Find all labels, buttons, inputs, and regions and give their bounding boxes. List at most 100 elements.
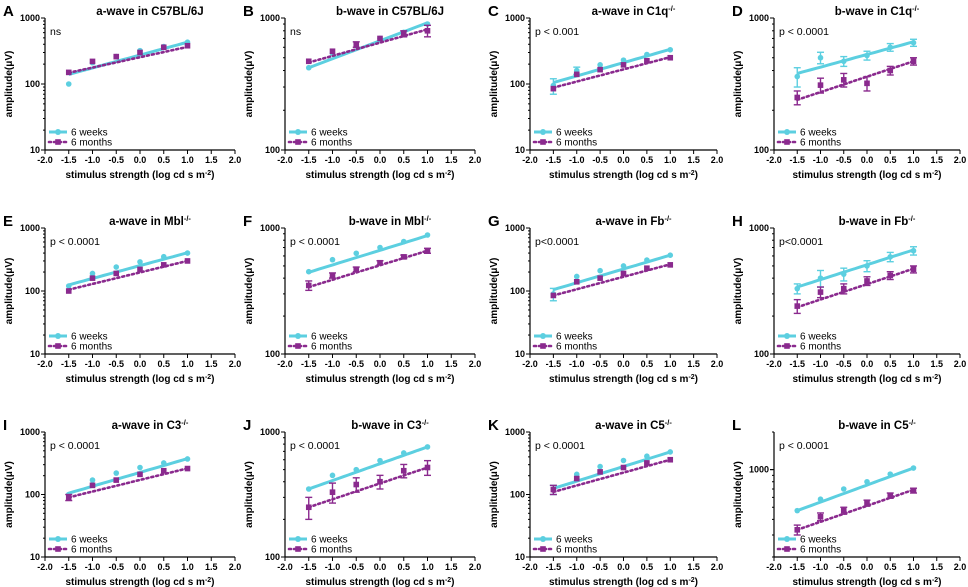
x-tick-label: 2.0: [229, 562, 242, 572]
y-tick-label: 10: [515, 552, 525, 562]
x-axis-label: stimulus strength (log cd s m-2): [65, 577, 214, 587]
data-point: [840, 77, 847, 83]
x-tick-label: -2.0: [766, 359, 782, 369]
x-tick-label: 1.0: [664, 359, 677, 369]
x-tick-label: 1.5: [687, 155, 700, 165]
fit-line: [307, 466, 429, 509]
x-axis-label: stimulus strength (log cd s m-2): [792, 374, 941, 386]
x-tick-label: 0.5: [397, 155, 410, 165]
data-point: [840, 58, 847, 65]
data-point: [89, 275, 96, 281]
series-6-months: [549, 456, 674, 496]
x-tick-label: -2.0: [522, 359, 538, 369]
legend-marker-6-months: [784, 343, 790, 349]
data-point: [305, 58, 312, 65]
data-point: [620, 457, 627, 464]
data-point: [887, 471, 894, 477]
x-tick-label: -1.0: [569, 155, 585, 165]
stat-annotation: p<0.0001: [779, 236, 823, 248]
data-point: [887, 492, 894, 499]
x-tick-label: -1.0: [813, 562, 829, 572]
x-tick-label: -0.5: [108, 562, 124, 572]
y-tick-label: 1000: [749, 13, 769, 23]
data-point: [400, 467, 407, 474]
x-tick-label: -1.5: [546, 562, 562, 572]
legend-label-6-months: 6 months: [556, 342, 597, 353]
panel-title: b-wave in C5-/-: [838, 418, 916, 433]
panel-title: b-wave in C3-/-: [351, 418, 429, 433]
x-tick-label: 2.0: [954, 359, 967, 369]
data-point: [910, 266, 917, 273]
x-tick-label: -1.5: [301, 359, 317, 369]
x-axis-label-superscript: -2: [205, 170, 211, 177]
x-axis-label-superscript: -2: [205, 374, 211, 381]
x-tick-label: -0.5: [592, 155, 608, 165]
x-tick-label: 1.5: [205, 359, 218, 369]
series-6-weeks: [794, 465, 917, 514]
data-point: [65, 494, 72, 501]
data-point: [887, 272, 894, 279]
stat-annotation: p < 0.0001: [535, 440, 585, 452]
x-axis-label: stimulus strength (log cd s m-2): [305, 170, 454, 182]
x-axis-label-close: ): [938, 577, 941, 587]
data-point: [65, 81, 72, 87]
x-tick-label: -2.0: [277, 562, 293, 572]
y-tick-label: 10: [515, 349, 525, 359]
y-tick-label: 1000: [20, 13, 40, 23]
series-6-weeks: [65, 456, 191, 498]
data-point: [160, 467, 167, 474]
x-axis-label: stimulus strength (log cd s m-2): [792, 170, 941, 182]
fit-line: [67, 45, 189, 75]
legend-label-6-months: 6 months: [800, 342, 841, 353]
panel-title: a-wave in C5-/-: [595, 418, 672, 433]
data-point: [305, 282, 312, 289]
x-axis-label: stimulus strength (log cd s m-2): [65, 374, 214, 386]
data-point: [113, 270, 120, 277]
x-tick-label: -1.5: [546, 155, 562, 165]
legend-marker-6-months: [295, 343, 301, 349]
x-tick-label: 1.5: [445, 562, 458, 572]
legend-marker-6-months: [55, 343, 61, 349]
x-tick-label: 0.0: [374, 359, 387, 369]
legend-marker-6-months: [540, 139, 546, 145]
data-point: [353, 481, 360, 488]
x-tick-label: -1.5: [301, 155, 317, 165]
title-superscript: -/-: [912, 4, 920, 13]
x-tick-label: 1.5: [930, 562, 943, 572]
data-point: [400, 238, 407, 245]
x-tick-label: 0.0: [861, 359, 874, 369]
data-point: [620, 464, 627, 471]
x-tick-label: 0.0: [617, 155, 630, 165]
x-axis-label: stimulus strength (log cd s m-2): [549, 577, 698, 587]
y-tick-label: 10: [515, 145, 525, 155]
x-tick-label: -0.5: [348, 359, 364, 369]
series-6-weeks: [793, 246, 917, 295]
x-tick-label: -0.5: [348, 562, 364, 572]
legend-label-6-months: 6 months: [800, 138, 841, 149]
x-axis-label-superscript: -2: [445, 577, 451, 584]
legend-marker-6-weeks: [55, 536, 61, 542]
legend-label-6-months: 6 months: [311, 138, 352, 149]
legend-marker-6-months: [540, 546, 546, 552]
x-tick-label: -2.0: [766, 155, 782, 165]
x-tick-label: 1.0: [907, 562, 920, 572]
x-axis-label: stimulus strength (log cd s m-2): [305, 374, 454, 386]
data-point: [597, 62, 603, 68]
y-axis-label: amplitude(μV): [4, 461, 15, 528]
x-axis-label-close: ): [451, 374, 454, 385]
fit-line: [796, 466, 915, 513]
data-point: [424, 444, 431, 450]
x-tick-label: 0.0: [134, 359, 147, 369]
legend-marker-6-weeks: [540, 129, 546, 135]
data-point: [305, 486, 312, 492]
x-axis-label-close: ): [451, 577, 454, 587]
fit-line: [552, 55, 672, 89]
fit-line: [67, 467, 189, 499]
y-tick-label: 10: [30, 552, 40, 562]
x-tick-label: 1.0: [181, 155, 194, 165]
x-tick-label: 0.0: [374, 562, 387, 572]
legend-label-6-weeks: 6 weeks: [800, 535, 837, 546]
y-axis-label: amplitude(μV): [4, 258, 15, 325]
